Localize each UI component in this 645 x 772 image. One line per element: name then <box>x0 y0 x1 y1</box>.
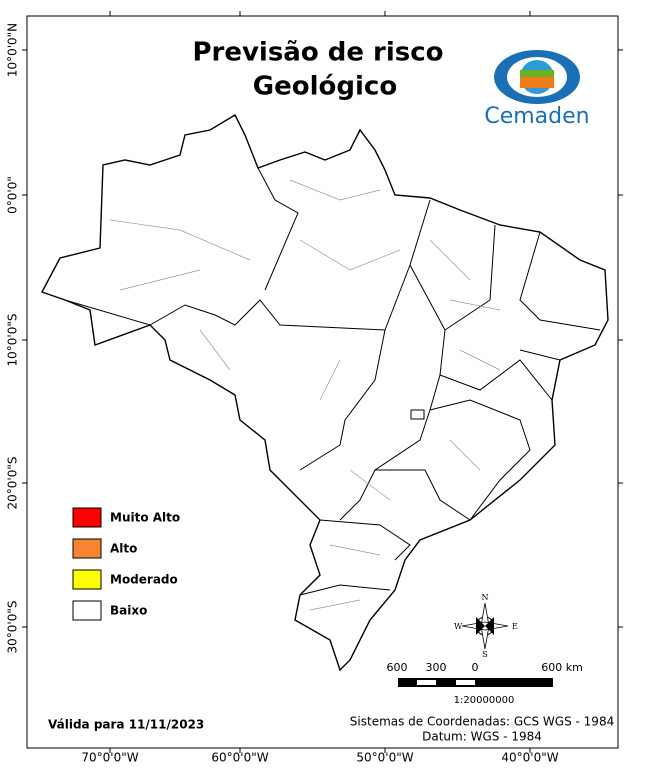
legend-label: Baixo <box>110 604 147 618</box>
longitude-labels: 70°0'0"W 60°0'0"W 50°0'0"W 40°0'0"W <box>81 751 558 765</box>
legend-label: Muito Alto <box>110 511 180 525</box>
compass-rose: N S E W <box>454 593 518 659</box>
state-borders <box>64 167 601 611</box>
validity: Válida para 11/11/2023 <box>48 718 204 732</box>
scale-label: 600 <box>387 661 408 674</box>
federal-district <box>410 409 425 420</box>
latitude-label: 10°0'0"S <box>6 314 20 367</box>
latitude-label: 10°0'0"N <box>6 23 20 77</box>
logo-text: Cemaden <box>484 104 589 129</box>
longitude-label: 60°0'0"W <box>211 751 268 765</box>
title-line: Geológico <box>253 72 397 102</box>
legend: Muito Alto Alto Moderado Baixo <box>72 507 180 621</box>
graticule-ticks <box>22 11 623 753</box>
coordinate-system: Sistemas de Coordenadas: GCS WGS - 1984 <box>350 715 614 729</box>
latitude-label: 30°0'0"S <box>6 601 20 654</box>
country-outline <box>40 114 609 672</box>
compass-e: E <box>512 622 518 631</box>
compass-n: N <box>482 593 489 602</box>
legend-swatch <box>72 538 102 559</box>
legend-swatch <box>72 600 102 621</box>
title-line: Previsão de risco <box>192 38 443 68</box>
logo: Cemaden <box>484 50 590 129</box>
latitude-label: 0°0'0" <box>6 176 20 214</box>
legend-label: Moderado <box>110 573 178 587</box>
scale-ratio: 1:20000000 <box>454 695 515 706</box>
longitude-label: 50°0'0"W <box>356 751 413 765</box>
scale-label: 600 km <box>541 661 583 674</box>
compass-s: S <box>482 650 487 659</box>
latitude-label: 20°0'0"S <box>6 457 20 510</box>
scale-bar: 600 300 0 600 km 1:20000000 <box>387 661 583 706</box>
scale-label: 0 <box>472 661 479 674</box>
legend-label: Alto <box>110 542 137 556</box>
scale-label: 300 <box>426 661 447 674</box>
compass-w: W <box>454 622 463 631</box>
legend-swatch <box>72 569 102 590</box>
longitude-label: 70°0'0"W <box>81 751 138 765</box>
legend-swatch <box>72 507 102 528</box>
longitude-label: 40°0'0"W <box>501 751 558 765</box>
latitude-labels: 10°0'0"N 0°0'0" 10°0'0"S 20°0'0"S 30°0'0"S <box>6 23 20 654</box>
datum: Datum: WGS - 1984 <box>422 730 542 744</box>
